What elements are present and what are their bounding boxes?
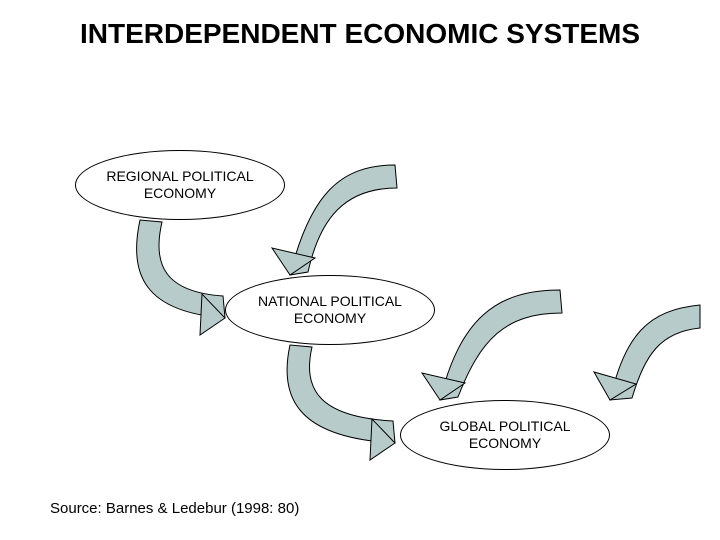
arrowhead-national-to-global bbox=[370, 419, 395, 460]
node-label: GLOBAL POLITICAL ECONOMY bbox=[440, 418, 571, 452]
node-regional: REGIONAL POLITICAL ECONOMY bbox=[75, 150, 285, 220]
arrow-national-to-global bbox=[287, 345, 395, 443]
cycle-arrows bbox=[0, 0, 720, 540]
arrowhead-in-to-global bbox=[594, 372, 636, 400]
arrow-in-to-global bbox=[610, 305, 700, 400]
arrowhead-national-to-regional bbox=[272, 248, 315, 275]
node-national: NATIONAL POLITICAL ECONOMY bbox=[225, 275, 435, 345]
node-label: REGIONAL POLITICAL ECONOMY bbox=[106, 168, 253, 202]
arrow-global-to-national bbox=[440, 290, 562, 400]
source-citation: Source: Barnes & Ledebur (1998: 80) bbox=[50, 500, 299, 517]
page-title: INTERDEPENDENT ECONOMIC SYSTEMS bbox=[0, 18, 720, 50]
arrowhead-regional-to-national bbox=[200, 294, 225, 335]
arrowhead-global-to-national bbox=[422, 373, 465, 400]
arrow-national-to-regional bbox=[290, 165, 397, 275]
node-global: GLOBAL POLITICAL ECONOMY bbox=[400, 400, 610, 470]
arrow-regional-to-national bbox=[137, 220, 225, 318]
node-label: NATIONAL POLITICAL ECONOMY bbox=[258, 293, 402, 327]
